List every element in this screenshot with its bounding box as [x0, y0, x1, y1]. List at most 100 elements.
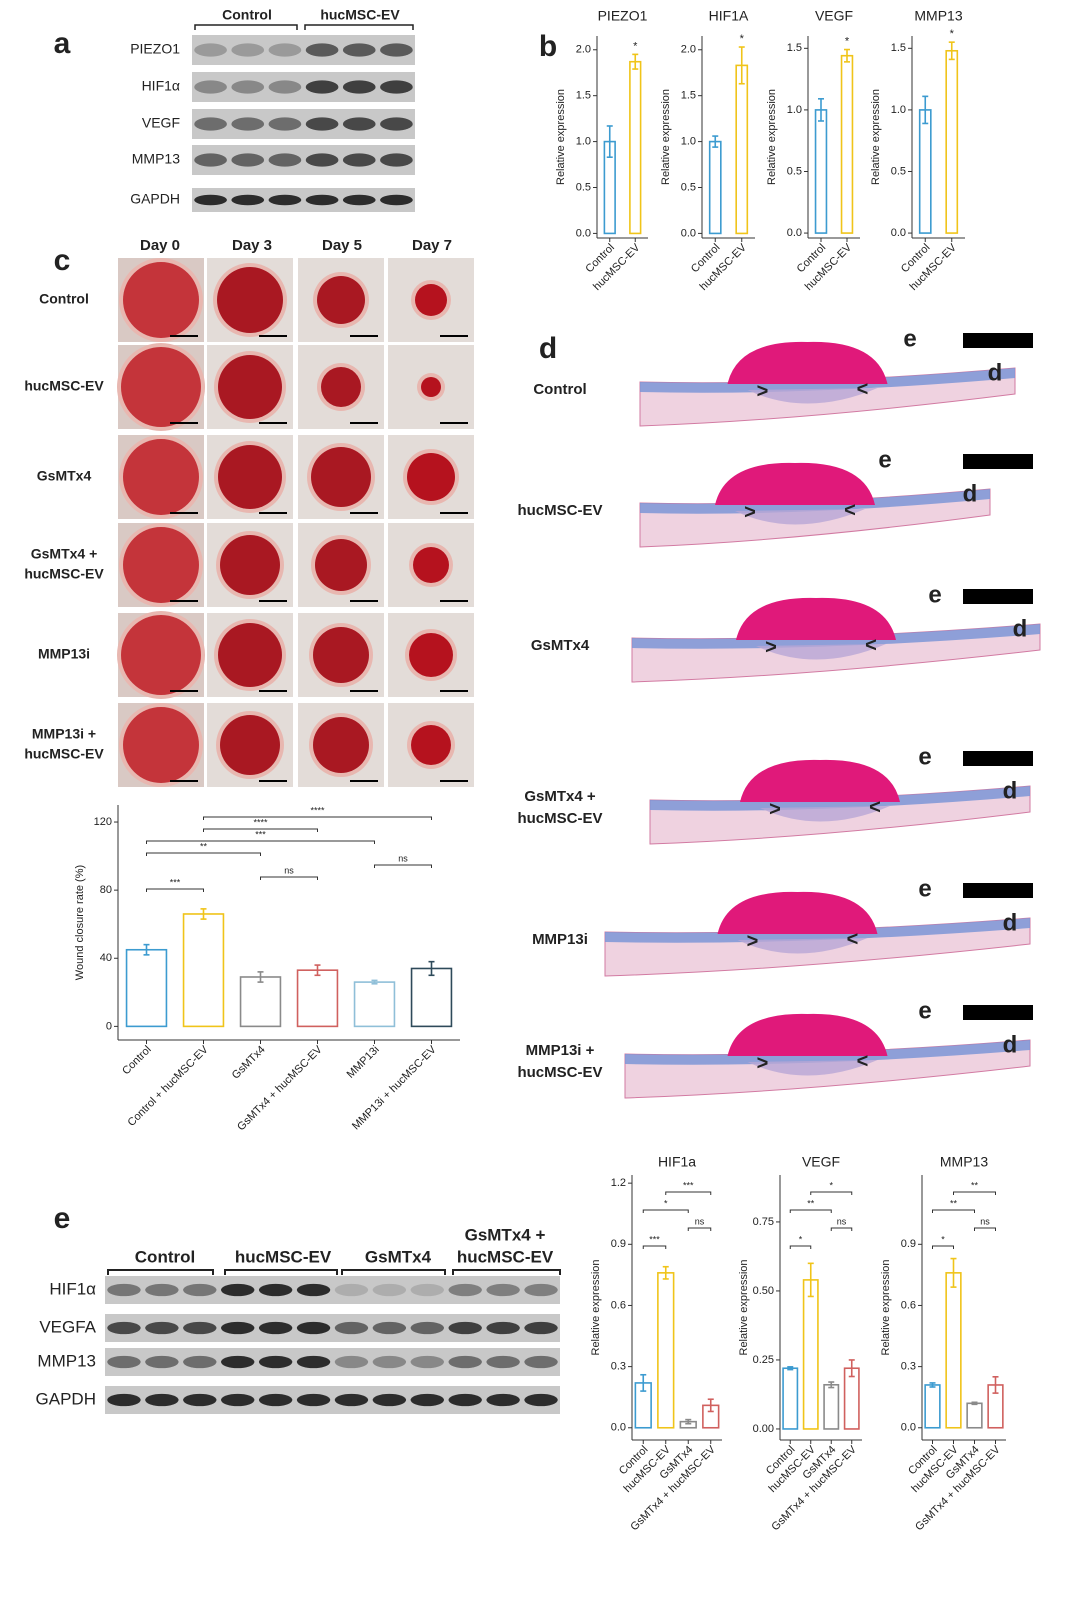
chart-title: MMP13: [940, 1154, 988, 1170]
significance-bracket: [203, 816, 432, 820]
group-label: Control: [222, 7, 272, 23]
blot-e-band: [486, 1393, 520, 1407]
error-bar: [992, 1376, 999, 1394]
blot-a-band: [342, 153, 376, 167]
blot-a-band: [305, 80, 339, 94]
blot-e-band: [410, 1393, 444, 1407]
wound: [217, 267, 283, 333]
blot-e-band: [296, 1355, 331, 1369]
significance-label: *: [799, 1234, 803, 1244]
scale-bar: [963, 883, 1033, 898]
error-bar: [948, 41, 955, 61]
bar: [840, 54, 854, 234]
significance-label: ***: [170, 877, 181, 887]
scale-bar: [963, 751, 1033, 766]
significance-bracket: [642, 1209, 689, 1213]
significance-label: *: [633, 40, 638, 52]
wound: [407, 453, 455, 501]
blot-e-band: [258, 1283, 293, 1297]
blot-e-band: [221, 1355, 255, 1369]
layer-label: e: [918, 875, 931, 902]
blot-e-band: [410, 1283, 444, 1297]
wound: [123, 262, 199, 338]
blot-a-band: [268, 153, 302, 167]
blot-a-band: [305, 153, 339, 167]
error-bar: [712, 135, 719, 148]
blot-e-band: [107, 1283, 141, 1297]
y-axis-label: Relative expression: [738, 1260, 750, 1356]
significance-bracket: [203, 828, 318, 832]
blot-a-band: [231, 80, 265, 94]
y-tick-label: 1.5: [681, 90, 696, 102]
wound: [123, 707, 199, 783]
layer-label: e: [928, 581, 941, 608]
significance-label: *: [664, 1198, 668, 1208]
layer-label: e: [903, 325, 916, 352]
layer-label: d: [1013, 615, 1028, 642]
blot-a-band: [268, 80, 302, 94]
tissue-scab: [727, 1013, 888, 1056]
significance-bracket: [830, 1227, 853, 1231]
group-bracket: [107, 1269, 214, 1275]
significance-bracket: [687, 1227, 712, 1231]
error-bar: [371, 979, 378, 985]
tissue-wound-bed: [747, 1060, 878, 1076]
blot-e-band: [486, 1283, 520, 1297]
protein-label: HIF1α: [49, 1279, 96, 1298]
blot-a-band: [305, 117, 339, 131]
significance-bracket: [374, 864, 432, 868]
significance-label: *: [941, 1234, 945, 1244]
y-tick-label: 40: [100, 952, 112, 964]
tissue-wound-bed: [737, 938, 868, 954]
y-axis-label: Wound closure rate (%): [74, 865, 86, 980]
day-label: Day 5: [322, 237, 362, 254]
error-bar: [848, 1359, 855, 1378]
y-tick-label: 2.0: [681, 44, 696, 56]
y-tick-label: 0.50: [753, 1285, 774, 1297]
significance-label: **: [971, 1180, 979, 1190]
scale-bar: [963, 589, 1033, 604]
blot-e-strip: [105, 1386, 560, 1414]
blot-a-band: [380, 194, 413, 206]
blot-e-band: [107, 1393, 141, 1407]
y-tick-label: 1.5: [576, 90, 591, 102]
group-label: MMP13i: [532, 931, 588, 948]
blot-a-band: [380, 117, 413, 131]
group-label: hucMSC-EV: [24, 746, 104, 762]
edge-marker: <: [865, 634, 877, 656]
y-tick-label: 0.9: [611, 1238, 626, 1250]
blot-e-band: [372, 1321, 407, 1335]
edge-marker: >: [744, 501, 756, 523]
blot-a-band: [380, 43, 413, 57]
bar: [823, 1383, 840, 1430]
layer-label: e: [918, 743, 931, 770]
panel-letter: b: [539, 30, 557, 63]
bar: [708, 140, 722, 235]
wound: [321, 367, 361, 407]
blot-a-band: [268, 43, 302, 57]
y-tick-label: 0.0: [681, 227, 696, 239]
blot-e-band: [334, 1393, 369, 1407]
y-tick-label: 1.0: [891, 104, 906, 116]
day-label: Day 0: [140, 237, 180, 254]
y-axis-label: Relative expression: [870, 89, 882, 185]
edge-marker: <: [857, 378, 869, 400]
chart-title: HIF1a: [658, 1154, 696, 1170]
chart-title: VEGF: [815, 8, 853, 24]
layer-label: e: [878, 446, 891, 473]
significance-label: ****: [310, 805, 325, 815]
group-label: Control: [39, 291, 89, 307]
y-tick-label: 1.5: [787, 42, 802, 54]
protein-label: MMP13: [132, 151, 180, 167]
blot-e-band: [486, 1355, 520, 1369]
significance-label: ***: [683, 1180, 694, 1190]
bar: [945, 49, 959, 234]
tissue-wound-bed: [747, 388, 878, 404]
y-tick-label: 0.00: [753, 1423, 774, 1435]
blot-a-band: [268, 117, 302, 131]
blot-e-band: [258, 1321, 293, 1335]
blot-e-strip: [105, 1348, 560, 1376]
protein-label: PIEZO1: [130, 41, 180, 57]
y-tick-label: 0.5: [576, 181, 591, 193]
significance-label: ns: [284, 865, 294, 875]
